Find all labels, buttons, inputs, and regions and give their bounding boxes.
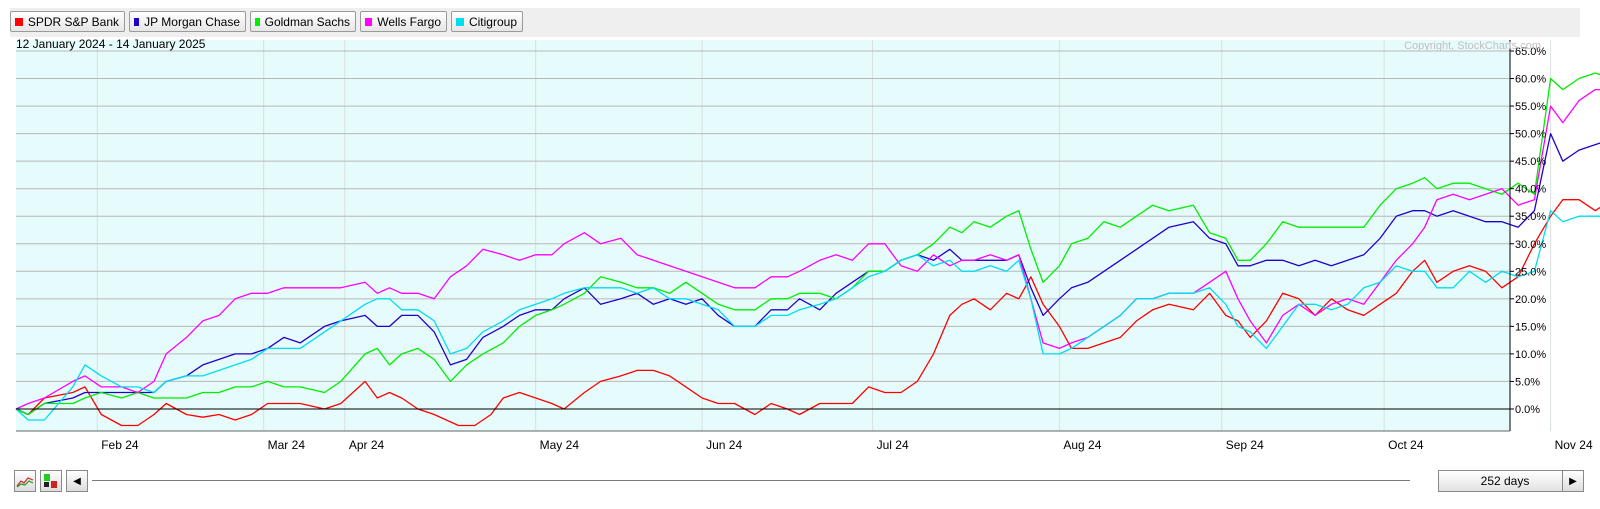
y-tick-label: 0.0% bbox=[1515, 404, 1540, 416]
date-range-label: 12 January 2024 - 14 January 2025 bbox=[16, 37, 206, 51]
y-tick-label: 35.0% bbox=[1515, 211, 1546, 223]
series-line bbox=[15, 210, 1600, 421]
legend-item-wells-fargo[interactable]: Wells Fargo bbox=[360, 11, 447, 32]
bottom-toolbar: ◀ 252 days ▶ bbox=[14, 470, 1586, 500]
month-dividers bbox=[96, 40, 1552, 431]
legend-swatch-spdr-sp-bank bbox=[15, 17, 23, 26]
x-tick-label: Sep 24 bbox=[1226, 438, 1264, 452]
x-tick-label: Mar 24 bbox=[268, 438, 306, 452]
x-tick-label: Feb 24 bbox=[101, 438, 139, 452]
color-scheme-icon bbox=[44, 474, 57, 488]
series-line bbox=[15, 88, 1600, 410]
horizontal-gridlines bbox=[16, 50, 1510, 382]
y-tick-label: 65.0% bbox=[1515, 46, 1546, 58]
y-tick-label: 30.0% bbox=[1515, 239, 1546, 251]
range-slider-track[interactable] bbox=[92, 480, 1410, 481]
y-tick-label: 15.0% bbox=[1515, 321, 1546, 333]
legend-item-citigroup[interactable]: Citigroup bbox=[451, 11, 523, 32]
series-group bbox=[15, 72, 1600, 427]
series-line bbox=[15, 132, 1600, 416]
legend-item-spdr-sp-bank[interactable]: SPDR S&P Bank bbox=[10, 11, 125, 32]
right-arrow-icon: ▶ bbox=[1569, 475, 1577, 487]
y-tick-label: 45.0% bbox=[1515, 156, 1546, 168]
legend-label-goldman-sachs: Goldman Sachs bbox=[264, 14, 350, 29]
y-tick-label: 20.0% bbox=[1515, 294, 1546, 306]
y-tick-label: 50.0% bbox=[1515, 129, 1546, 141]
legend-swatch-wells-fargo bbox=[365, 17, 373, 26]
x-tick-label: Apr 24 bbox=[349, 438, 385, 452]
legend-label-spdr-sp-bank: SPDR S&P Bank bbox=[27, 14, 119, 29]
legend-label-citigroup: Citigroup bbox=[468, 14, 517, 29]
x-tick-label: Nov 24 bbox=[1555, 438, 1593, 452]
series-line bbox=[15, 199, 1600, 427]
x-tick-label: May 24 bbox=[540, 438, 580, 452]
range-slider-thumb[interactable]: 252 days bbox=[1438, 470, 1572, 492]
legend-bar: SPDR S&P Bank JP Morgan Chase Goldman Sa… bbox=[10, 8, 1580, 37]
y-tick-label: 60.0% bbox=[1515, 74, 1546, 86]
legend-swatch-citigroup bbox=[456, 17, 464, 26]
color-scheme-button[interactable] bbox=[40, 470, 62, 492]
legend-label-wells-fargo: Wells Fargo bbox=[377, 14, 441, 29]
x-tick-label: Jun 24 bbox=[706, 438, 742, 452]
series-line bbox=[15, 72, 1600, 416]
x-tick-label: Jul 24 bbox=[877, 438, 909, 452]
copyright-label: Copyright, StockCharts.com bbox=[1404, 40, 1541, 52]
left-arrow-icon: ◀ bbox=[73, 475, 81, 487]
x-tick-label: Oct 24 bbox=[1388, 438, 1424, 452]
scroll-left-button[interactable]: ◀ bbox=[66, 470, 88, 492]
y-tick-label: 10.0% bbox=[1515, 349, 1546, 361]
legend-item-goldman-sachs[interactable]: Goldman Sachs bbox=[250, 11, 356, 32]
legend-swatch-jp-morgan-chase bbox=[134, 17, 140, 26]
y-tick-label: 5.0% bbox=[1515, 376, 1540, 388]
plot-area bbox=[16, 40, 1510, 431]
chart-type-button[interactable] bbox=[14, 470, 36, 492]
y-tick-label: 25.0% bbox=[1515, 266, 1546, 278]
y-tick-label: 55.0% bbox=[1515, 101, 1546, 113]
legend-item-jp-morgan-chase[interactable]: JP Morgan Chase bbox=[129, 11, 246, 32]
x-axis-ticks: Feb 24 Mar 24 Apr 24 May 24 Jun 24 Jul 24 Aug … bbox=[101, 438, 1593, 452]
y-tick-label: 40.0% bbox=[1515, 184, 1546, 196]
y-axis-ticks: 65.0% 60.0% 55.0% 50.0% 45.0% 40.0% 35.0% 30.0%… bbox=[1510, 46, 1546, 416]
legend-label-jp-morgan-chase: JP Morgan Chase bbox=[144, 14, 240, 29]
x-tick-label: Aug 24 bbox=[1063, 438, 1101, 452]
range-days-label: 252 days bbox=[1480, 474, 1530, 488]
line-chart-icon bbox=[16, 477, 34, 488]
legend-swatch-goldman-sachs bbox=[255, 17, 260, 26]
scroll-right-button[interactable]: ▶ bbox=[1562, 470, 1584, 492]
